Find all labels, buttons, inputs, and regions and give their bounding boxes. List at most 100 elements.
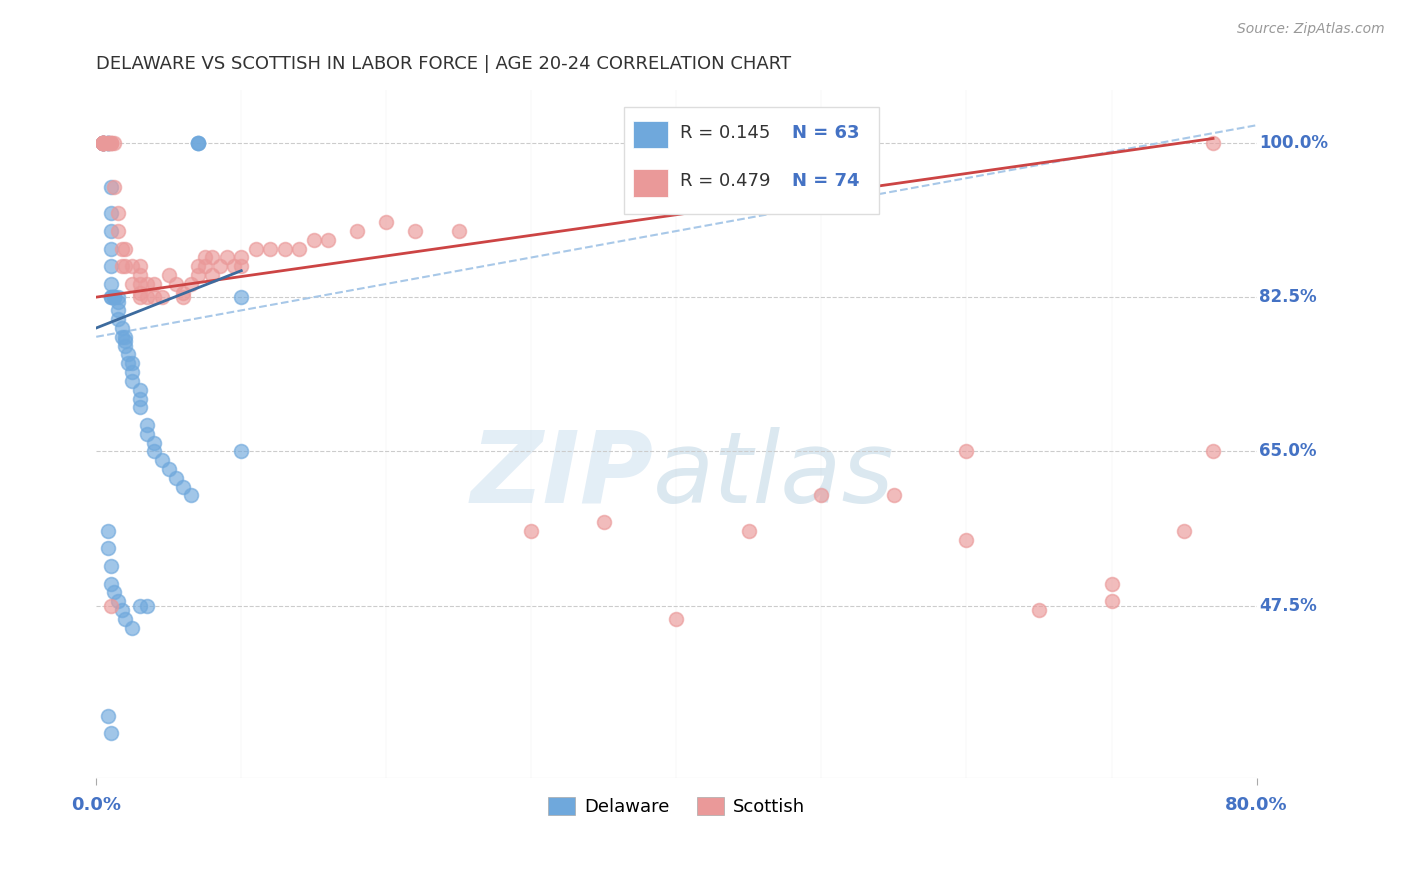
Point <box>97 136 120 150</box>
Point <box>180 488 202 502</box>
Point <box>111 242 134 256</box>
Text: atlas: atlas <box>654 426 894 524</box>
Point <box>245 242 267 256</box>
Text: R = 0.479: R = 0.479 <box>681 172 770 190</box>
Point <box>1101 594 1123 608</box>
Point <box>194 251 217 265</box>
Point <box>738 524 761 538</box>
Point <box>136 277 159 291</box>
Text: 47.5%: 47.5% <box>1258 597 1316 615</box>
Point <box>128 599 150 613</box>
Point <box>100 136 122 150</box>
Point <box>97 136 120 150</box>
Text: 100.0%: 100.0% <box>1258 134 1327 152</box>
Point <box>107 290 129 304</box>
Point <box>107 312 129 326</box>
Point <box>107 303 129 318</box>
Point <box>165 277 187 291</box>
Text: DELAWARE VS SCOTTISH IN LABOR FORCE | AGE 20-24 CORRELATION CHART: DELAWARE VS SCOTTISH IN LABOR FORCE | AG… <box>96 55 792 73</box>
Point <box>157 268 180 282</box>
Legend: Delaware, Scottish: Delaware, Scottish <box>541 789 813 823</box>
Point <box>201 251 224 265</box>
Point <box>93 136 115 150</box>
Point <box>128 277 150 291</box>
Point <box>93 136 115 150</box>
Point <box>100 206 122 220</box>
Text: N = 74: N = 74 <box>793 172 860 190</box>
Point <box>93 136 115 150</box>
Point <box>346 224 368 238</box>
Point <box>100 180 122 194</box>
Point <box>288 242 311 256</box>
Point <box>128 268 150 282</box>
Point <box>143 277 166 291</box>
Point <box>1173 524 1195 538</box>
Point <box>128 383 150 397</box>
Point <box>103 585 125 599</box>
FancyBboxPatch shape <box>624 107 879 214</box>
Point <box>100 224 122 238</box>
Point <box>447 224 470 238</box>
Point <box>150 453 173 467</box>
Point <box>231 260 253 274</box>
Point <box>172 285 194 300</box>
Point <box>1101 576 1123 591</box>
Point <box>114 242 136 256</box>
Bar <box>634 169 668 196</box>
Point <box>1028 603 1050 617</box>
Point <box>100 726 122 740</box>
Point <box>117 347 139 361</box>
Point <box>97 136 120 150</box>
Point <box>93 136 115 150</box>
Point <box>114 612 136 626</box>
Point <box>128 401 150 415</box>
Point <box>128 392 150 406</box>
Point <box>100 599 122 613</box>
Point <box>128 285 150 300</box>
Point <box>231 444 253 458</box>
Point <box>93 136 115 150</box>
Text: ZIP: ZIP <box>470 426 654 524</box>
Point <box>955 444 977 458</box>
Point <box>187 268 209 282</box>
Point <box>93 136 115 150</box>
Point <box>180 277 202 291</box>
Point <box>103 180 125 194</box>
Point <box>103 136 125 150</box>
Point <box>100 290 122 304</box>
Point <box>100 277 122 291</box>
Point <box>121 260 143 274</box>
Text: N = 63: N = 63 <box>793 124 860 143</box>
Point <box>222 260 245 274</box>
Point <box>520 524 543 538</box>
Point <box>215 251 238 265</box>
Text: R = 0.145: R = 0.145 <box>681 124 770 143</box>
Point <box>955 533 977 547</box>
Point <box>187 136 209 150</box>
Point <box>114 260 136 274</box>
Point <box>883 488 905 502</box>
Point <box>107 594 129 608</box>
Point <box>136 290 159 304</box>
Point <box>114 338 136 352</box>
Point <box>404 224 426 238</box>
Point <box>157 462 180 476</box>
Point <box>810 488 832 502</box>
Point <box>111 321 134 335</box>
Point <box>93 136 115 150</box>
Point <box>172 290 194 304</box>
Point <box>128 260 150 274</box>
Point <box>97 136 120 150</box>
Point <box>194 260 217 274</box>
Point <box>143 290 166 304</box>
Point <box>100 260 122 274</box>
Point <box>302 233 325 247</box>
Point <box>100 576 122 591</box>
Point <box>121 365 143 379</box>
Point <box>100 290 122 304</box>
Text: 82.5%: 82.5% <box>1258 288 1316 306</box>
Point <box>665 612 688 626</box>
Point <box>136 417 159 432</box>
Point <box>107 206 129 220</box>
Point <box>97 709 120 723</box>
